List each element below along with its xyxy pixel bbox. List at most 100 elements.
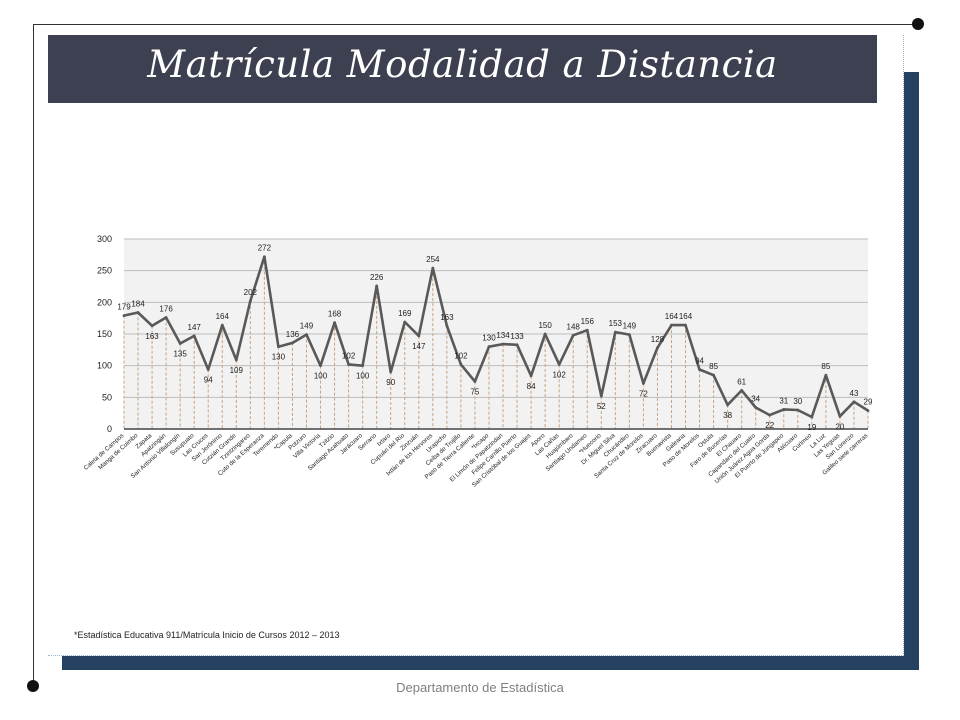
data-label: 102 — [552, 370, 566, 379]
y-tick-label: 100 — [97, 361, 112, 371]
y-tick-label: 200 — [97, 297, 112, 307]
data-point — [361, 364, 365, 368]
data-point — [627, 333, 631, 337]
data-point — [866, 409, 870, 413]
data-point — [852, 400, 856, 404]
data-label: 102 — [342, 351, 356, 360]
y-tick-label: 300 — [97, 234, 112, 244]
data-point — [824, 373, 828, 377]
data-label: 149 — [300, 322, 314, 331]
data-point — [291, 341, 294, 345]
data-label: 100 — [356, 372, 370, 381]
data-label: 34 — [751, 394, 760, 403]
data-label: 130 — [272, 353, 286, 362]
data-label: 38 — [723, 411, 732, 420]
data-label: 94 — [695, 356, 704, 365]
data-label: 149 — [623, 322, 637, 331]
data-point — [389, 370, 393, 374]
data-label: 136 — [286, 330, 300, 339]
data-label: 30 — [793, 397, 802, 406]
series-line — [123, 255, 869, 419]
data-point — [333, 321, 336, 324]
data-point — [248, 299, 252, 303]
data-point — [838, 414, 842, 418]
data-point — [670, 323, 673, 327]
data-label: 147 — [188, 323, 202, 332]
data-label: 164 — [679, 312, 693, 321]
data-point — [319, 364, 322, 368]
data-label: 85 — [709, 362, 718, 371]
data-point — [150, 324, 154, 328]
slide-title: Matrícula Modalidad a Distancia — [147, 43, 778, 86]
data-point — [557, 363, 561, 366]
data-label: 84 — [527, 382, 536, 391]
data-point — [277, 345, 280, 349]
data-point — [543, 332, 547, 336]
data-point — [810, 415, 814, 419]
data-label: 130 — [482, 334, 496, 343]
data-label: 153 — [609, 319, 623, 328]
data-point — [585, 328, 589, 332]
data-label: 147 — [412, 342, 426, 351]
data-label: 148 — [567, 322, 581, 331]
data-label: 61 — [737, 377, 746, 386]
data-label: 75 — [470, 388, 479, 397]
y-tick-label: 150 — [97, 329, 112, 339]
data-label: 100 — [314, 372, 328, 381]
data-label: 176 — [159, 305, 173, 314]
data-point — [726, 403, 730, 407]
footer-text: Departamento de Estadística — [396, 680, 564, 695]
title-bar: Matrícula Modalidad a Distancia — [48, 35, 877, 103]
data-label: 29 — [864, 398, 873, 407]
data-label: 179 — [117, 303, 131, 312]
data-point — [192, 334, 196, 338]
data-point — [656, 346, 659, 350]
data-label: 226 — [370, 273, 384, 282]
data-point — [136, 311, 140, 314]
data-point — [754, 406, 758, 409]
data-point — [122, 314, 126, 318]
data-label: 109 — [230, 366, 244, 375]
data-point — [206, 368, 210, 371]
corner-dot-bottom-left — [27, 680, 39, 692]
data-label: 164 — [665, 312, 679, 321]
data-label: 150 — [538, 321, 552, 330]
data-point — [417, 334, 421, 338]
data-point — [515, 343, 519, 347]
y-tick-label: 50 — [102, 392, 112, 402]
data-point — [445, 324, 449, 328]
data-point — [459, 363, 463, 366]
data-label: 90 — [386, 378, 395, 387]
line-chart: 0 50 100 150 200 250 300 179 184 163 176 135 147 94 16… — [83, 234, 873, 489]
data-label: 163 — [145, 332, 159, 341]
data-point — [164, 316, 168, 319]
data-label: 72 — [639, 389, 648, 398]
data-point — [529, 374, 533, 378]
data-point — [698, 368, 701, 371]
data-point — [262, 255, 266, 259]
data-point — [501, 342, 505, 346]
data-label: 156 — [581, 317, 595, 326]
frame-line-left — [33, 24, 34, 688]
data-point — [740, 388, 744, 392]
data-label: 43 — [850, 389, 859, 398]
data-label: 163 — [440, 313, 454, 322]
footnote: *Estadística Educativa 911/Matrícula Ini… — [74, 630, 340, 640]
y-tick-label: 250 — [97, 266, 112, 276]
data-label: 31 — [779, 396, 788, 405]
corner-dot-top-right — [912, 18, 924, 30]
data-label: 272 — [258, 244, 272, 253]
data-point — [403, 320, 407, 324]
data-point — [571, 333, 575, 337]
data-point — [768, 413, 772, 417]
data-label: 254 — [426, 255, 440, 264]
data-point — [487, 345, 491, 349]
data-label: 102 — [454, 351, 468, 360]
data-label: 85 — [821, 362, 830, 371]
data-point — [220, 323, 224, 327]
data-point — [347, 363, 351, 366]
data-point — [613, 330, 617, 334]
data-point — [599, 394, 603, 398]
y-tick-label: 0 — [107, 424, 112, 434]
data-label: 202 — [244, 288, 258, 297]
